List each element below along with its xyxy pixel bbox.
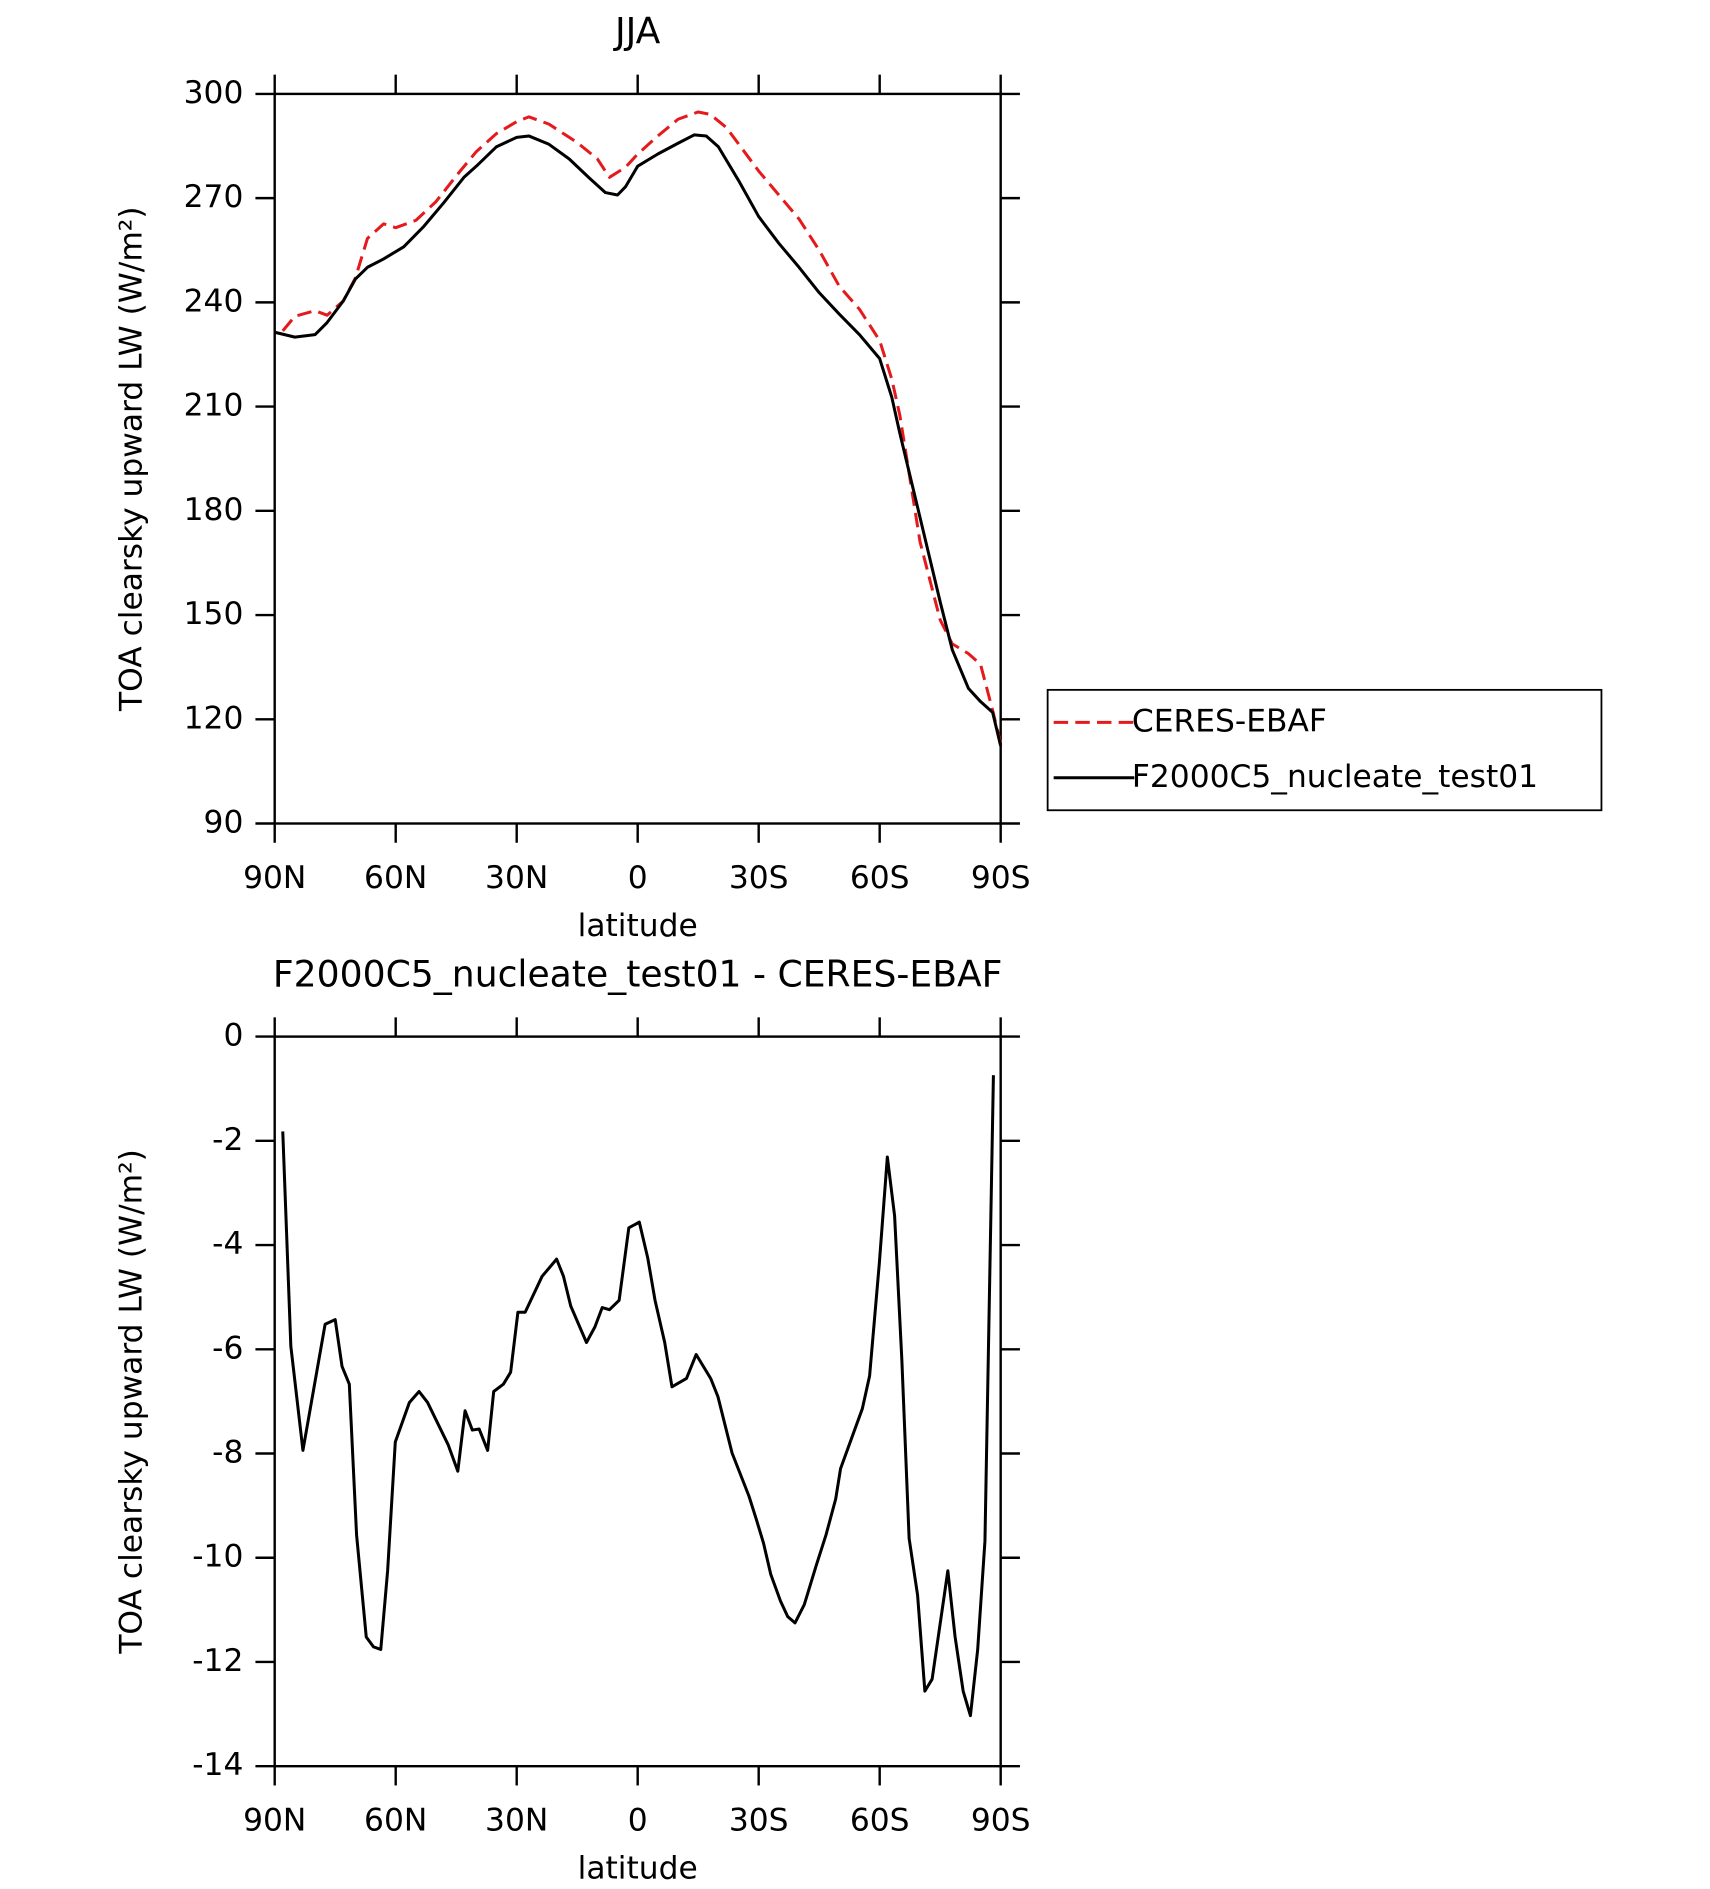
- y-tick-label: 210: [184, 388, 244, 424]
- x-tick-label: 60N: [364, 860, 427, 896]
- plot-frame: [273, 92, 1002, 825]
- data-line: [274, 133, 1003, 747]
- y-tick-label: -10: [192, 1539, 243, 1575]
- x-axis-label: latitude: [578, 908, 698, 944]
- y-tick-label: -14: [192, 1747, 243, 1783]
- y-tick-label: -12: [192, 1643, 243, 1679]
- data-line: [281, 1075, 995, 1718]
- x-tick-label: 60S: [850, 860, 910, 896]
- x-axis-label: latitude: [578, 1851, 698, 1887]
- legend: CERES-EBAF F2000C5_nucleate_test01: [1046, 688, 1603, 812]
- x-tick-label: 60S: [850, 1803, 910, 1839]
- plot-frame: [273, 1035, 1002, 1768]
- chart-title: JJA: [613, 10, 661, 53]
- x-tick-label: 30N: [485, 1803, 548, 1839]
- x-tick-label: 30S: [729, 1803, 789, 1839]
- legend-box: [1046, 688, 1603, 812]
- y-tick-label: -4: [212, 1226, 243, 1262]
- data-line: [281, 110, 1003, 744]
- y-tick-label: 90: [204, 805, 244, 841]
- y-tick-label: 180: [184, 492, 244, 528]
- y-tick-label: -2: [212, 1122, 243, 1158]
- x-tick-label: 90N: [243, 1803, 306, 1839]
- x-tick-label: 0: [628, 1803, 648, 1839]
- x-tick-label: 0: [628, 860, 648, 896]
- x-tick-label: 90N: [243, 860, 306, 896]
- legend-label: CERES-EBAF: [1132, 703, 1327, 739]
- y-tick-label: 240: [184, 283, 244, 319]
- y-tick-label: 150: [184, 596, 244, 632]
- y-tick-label: 120: [184, 700, 244, 736]
- chart-title: F2000C5_nucleate_test01 - CERES-EBAF: [273, 952, 1003, 995]
- y-tick-label: -6: [212, 1330, 243, 1366]
- x-tick-label: 90S: [971, 860, 1031, 896]
- y-tick-label: 270: [184, 179, 244, 215]
- x-tick-label: 30N: [485, 860, 548, 896]
- y-tick-label: 0: [223, 1018, 243, 1054]
- y-axis-label: TOA clearsky upward LW (W/m²): [114, 1149, 150, 1655]
- x-tick-label: 60N: [364, 1803, 427, 1839]
- y-axis-label: TOA clearsky upward LW (W/m²): [114, 206, 150, 712]
- y-tick-label: -8: [212, 1435, 243, 1471]
- x-tick-label: 90S: [971, 1803, 1031, 1839]
- y-tick-label: 300: [184, 75, 244, 111]
- legend-label: F2000C5_nucleate_test01: [1132, 759, 1538, 795]
- x-tick-label: 30S: [729, 860, 789, 896]
